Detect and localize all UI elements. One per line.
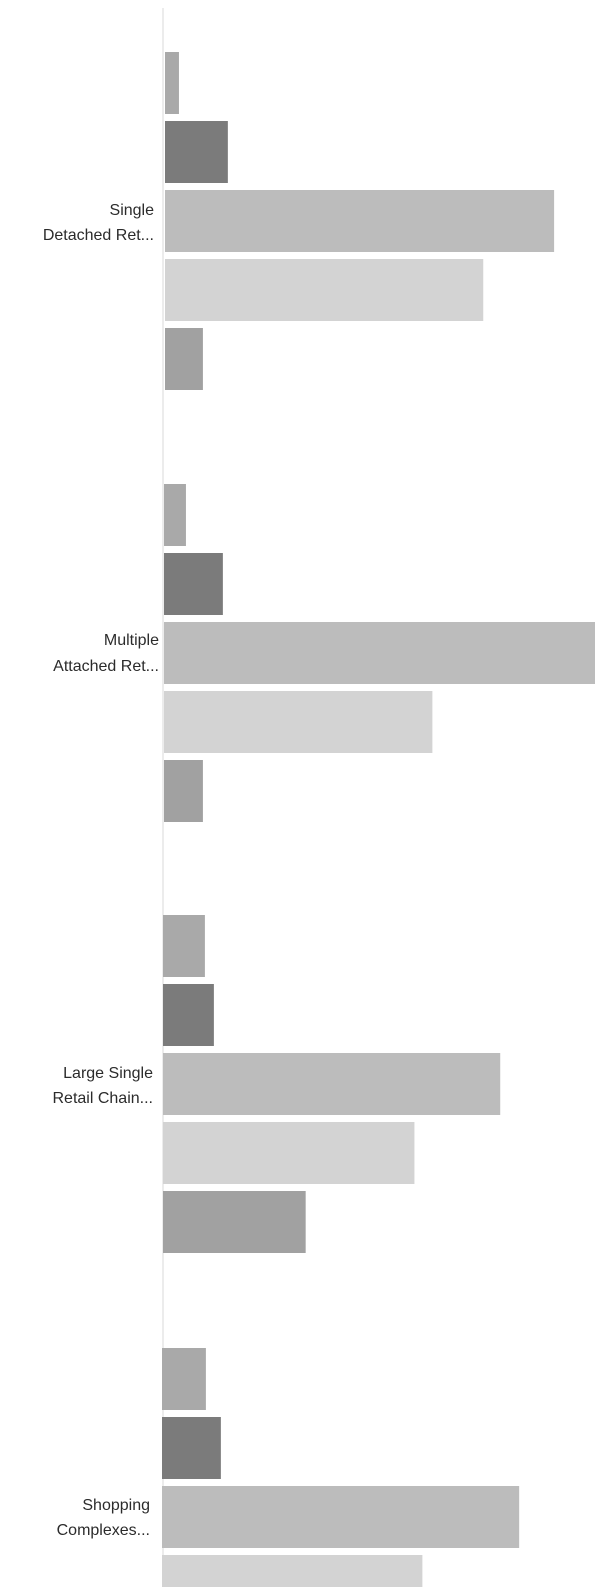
bar <box>163 984 214 1046</box>
bar <box>165 190 555 252</box>
category-label-line: Complexes... <box>57 1522 150 1539</box>
bar <box>165 121 228 183</box>
category-label-line: Single <box>110 202 155 219</box>
category-label-line: Multiple <box>104 632 159 649</box>
bar <box>163 1053 501 1115</box>
bar <box>163 1122 415 1184</box>
bar <box>163 915 205 977</box>
category-label-line: Retail Chain... <box>53 1090 154 1107</box>
bar <box>164 553 223 615</box>
bar <box>162 1417 221 1479</box>
category-labels: Single Detached Ret... Multiple Attached… <box>43 202 159 1539</box>
bar <box>162 1486 520 1548</box>
bar <box>164 760 203 822</box>
category-label-line: Attached Ret... <box>53 658 159 675</box>
bar <box>165 52 179 114</box>
bar <box>163 1191 306 1253</box>
bar <box>165 328 203 390</box>
bar <box>162 1555 423 1587</box>
bar <box>164 622 595 684</box>
category-label-line: Detached Ret... <box>43 227 154 244</box>
bar <box>164 691 433 753</box>
category-label-line: Shopping <box>82 1497 150 1514</box>
category-label-line: Large Single <box>63 1065 153 1082</box>
bar <box>164 484 186 546</box>
bars-layer <box>162 52 595 1587</box>
bar <box>162 1348 206 1410</box>
bar <box>165 259 484 321</box>
